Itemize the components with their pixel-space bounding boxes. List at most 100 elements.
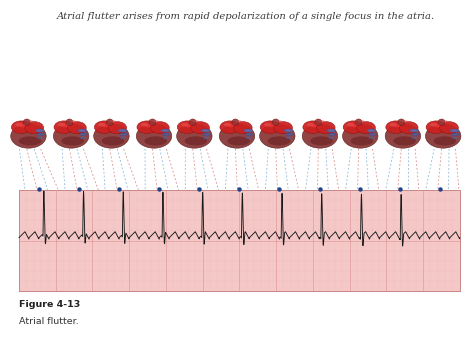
Ellipse shape (400, 122, 418, 134)
Ellipse shape (23, 119, 30, 126)
Ellipse shape (203, 137, 209, 139)
Ellipse shape (246, 133, 253, 136)
Ellipse shape (185, 136, 207, 146)
Ellipse shape (37, 137, 43, 139)
Ellipse shape (68, 122, 86, 134)
Text: Atrial flutter arises from rapid depolarization of a single focus in the atria.: Atrial flutter arises from rapid depolar… (57, 12, 435, 21)
Ellipse shape (260, 121, 280, 133)
Ellipse shape (37, 133, 45, 136)
Ellipse shape (444, 120, 447, 123)
Ellipse shape (62, 136, 84, 146)
Ellipse shape (118, 129, 127, 132)
Ellipse shape (203, 133, 210, 136)
Ellipse shape (343, 121, 363, 133)
Ellipse shape (311, 124, 317, 127)
Ellipse shape (11, 124, 46, 148)
Ellipse shape (315, 119, 322, 126)
Ellipse shape (286, 133, 293, 136)
Ellipse shape (149, 119, 156, 126)
Ellipse shape (438, 119, 445, 126)
Ellipse shape (137, 121, 157, 133)
Ellipse shape (317, 122, 335, 134)
Ellipse shape (189, 119, 196, 126)
Ellipse shape (219, 124, 255, 148)
Ellipse shape (386, 121, 406, 133)
Ellipse shape (141, 123, 148, 127)
Ellipse shape (238, 120, 241, 123)
Ellipse shape (452, 133, 459, 136)
Ellipse shape (102, 136, 124, 146)
Ellipse shape (191, 122, 210, 134)
Ellipse shape (177, 124, 212, 148)
Ellipse shape (328, 137, 335, 139)
Ellipse shape (361, 120, 365, 123)
Ellipse shape (410, 129, 419, 132)
Ellipse shape (151, 122, 169, 134)
Ellipse shape (98, 123, 105, 127)
Ellipse shape (260, 124, 295, 148)
Ellipse shape (25, 122, 44, 134)
Ellipse shape (54, 124, 89, 148)
Ellipse shape (321, 120, 324, 123)
Ellipse shape (11, 121, 31, 133)
Ellipse shape (72, 120, 75, 123)
Ellipse shape (181, 123, 188, 127)
Ellipse shape (268, 136, 290, 146)
Ellipse shape (286, 137, 292, 139)
Ellipse shape (284, 129, 293, 132)
Ellipse shape (220, 121, 240, 133)
Ellipse shape (411, 137, 418, 139)
Ellipse shape (161, 129, 170, 132)
Ellipse shape (106, 119, 113, 126)
Text: Atrial flutter.: Atrial flutter. (19, 317, 79, 326)
Ellipse shape (94, 121, 114, 133)
Ellipse shape (393, 136, 416, 146)
Ellipse shape (80, 133, 87, 136)
Ellipse shape (78, 129, 87, 132)
Ellipse shape (357, 122, 375, 134)
Ellipse shape (347, 123, 354, 127)
Ellipse shape (228, 136, 250, 146)
Ellipse shape (232, 119, 239, 126)
Ellipse shape (19, 136, 41, 146)
Ellipse shape (264, 123, 271, 127)
Ellipse shape (426, 121, 446, 133)
Ellipse shape (430, 123, 437, 127)
Ellipse shape (224, 123, 231, 127)
Ellipse shape (94, 124, 129, 148)
Ellipse shape (452, 137, 458, 139)
Ellipse shape (177, 121, 197, 133)
Ellipse shape (120, 137, 126, 139)
Ellipse shape (120, 133, 128, 136)
Ellipse shape (426, 124, 461, 148)
Ellipse shape (145, 136, 167, 146)
Ellipse shape (58, 123, 65, 127)
Ellipse shape (112, 120, 116, 123)
Bar (19, 190, 460, 291)
Ellipse shape (411, 133, 419, 136)
Ellipse shape (66, 119, 73, 126)
Ellipse shape (186, 124, 191, 127)
Ellipse shape (20, 124, 26, 127)
Ellipse shape (246, 137, 252, 139)
Ellipse shape (35, 129, 44, 132)
Ellipse shape (80, 137, 86, 139)
Ellipse shape (228, 124, 234, 127)
Ellipse shape (434, 136, 456, 146)
Ellipse shape (155, 120, 158, 123)
Ellipse shape (195, 120, 199, 123)
Ellipse shape (54, 121, 74, 133)
Ellipse shape (244, 129, 253, 132)
Ellipse shape (328, 133, 336, 136)
Ellipse shape (103, 124, 109, 127)
Ellipse shape (385, 124, 420, 148)
Ellipse shape (310, 136, 333, 146)
Ellipse shape (343, 124, 378, 148)
Ellipse shape (163, 133, 170, 136)
Ellipse shape (394, 124, 400, 127)
Ellipse shape (15, 123, 22, 127)
Ellipse shape (108, 122, 127, 134)
Ellipse shape (269, 124, 274, 127)
Ellipse shape (352, 124, 357, 127)
Ellipse shape (29, 120, 33, 123)
